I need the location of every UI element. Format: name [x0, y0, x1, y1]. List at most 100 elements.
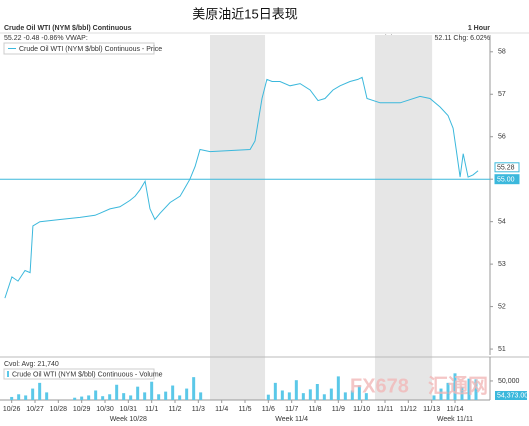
- x-tick-label: 11/12: [400, 406, 417, 413]
- week-label: Week 10/28: [110, 416, 147, 423]
- volume-bar: [301, 393, 305, 400]
- x-tick-label: 11/13: [423, 406, 440, 413]
- volume-bar: [80, 396, 84, 400]
- quote: 55.22 -0.48 -0.86% VWAP:: [4, 35, 88, 42]
- volume-bar: [17, 394, 21, 400]
- y-tick-label: 50,000: [498, 378, 520, 385]
- watermark: 汇通网: [428, 374, 488, 397]
- volume-bar: [273, 382, 277, 400]
- volume-bar: [308, 389, 312, 400]
- volume-bar: [294, 380, 298, 400]
- price-line: [4, 76, 479, 299]
- x-tick-label: 10/29: [73, 406, 91, 413]
- x-tick-label: 11/14: [447, 406, 464, 413]
- legend-box: [3, 42, 155, 55]
- y-tick-label: 51: [498, 346, 506, 353]
- volume-bar: [122, 393, 126, 400]
- x-tick-label: 10/26: [3, 406, 21, 413]
- volume-bar: [31, 388, 35, 400]
- x-tick-label: 10/31: [120, 406, 138, 413]
- price-label: 55.28: [497, 165, 515, 172]
- last-value-label: 54,373.00: [497, 392, 528, 399]
- weekend-shade: [210, 35, 266, 400]
- volume-bar: [280, 390, 284, 400]
- volume-bar: [192, 377, 196, 400]
- x-tick-label: 10/27: [26, 406, 44, 413]
- x-tick-label: 11/10: [353, 406, 370, 413]
- volume-bar: [164, 391, 168, 400]
- legend-label: Crude Oil WTI (NYM $/bbl) Continuous - V…: [12, 371, 163, 378]
- y-tick-label: 58: [498, 49, 506, 56]
- volume-bar: [38, 382, 42, 400]
- volume-bar: [171, 385, 175, 400]
- volume-bar: [343, 392, 347, 400]
- x-tick-label: 11/8: [308, 406, 321, 413]
- page-title: 美原油近15日表现: [192, 6, 297, 21]
- volume-bar: [157, 394, 161, 400]
- volume-bar: [143, 392, 147, 400]
- x-tick-label: 11/1: [145, 406, 158, 413]
- volume-bar: [24, 395, 28, 400]
- x-tick-label: 10/28: [50, 406, 68, 413]
- volume-bar: [329, 388, 333, 400]
- y-tick-label: 57: [498, 91, 506, 98]
- legend-label: Crude Oil WTI (NYM $/bbl) Continuous - P…: [19, 46, 162, 53]
- x-tick-label: 11/11: [377, 406, 394, 413]
- y-tick-label: 52: [498, 303, 506, 310]
- header-right: 1 Hour: [468, 25, 490, 32]
- header-left: Crude Oil WTI (NYM $/bbl) Continuous: [4, 25, 132, 32]
- x-tick-label: 11/3: [192, 406, 205, 413]
- volume-bar: [350, 390, 354, 400]
- watermark: FX678: [350, 375, 409, 397]
- x-tick-label: 11/5: [238, 406, 251, 413]
- x-tick-label: 11/6: [262, 406, 275, 413]
- volume-bar: [287, 392, 291, 400]
- volume-bar: [115, 384, 119, 400]
- volume-bar: [336, 376, 340, 400]
- volume-bar: [178, 395, 182, 400]
- weekend-shade: [374, 35, 433, 400]
- stats: High: 57.42 Low: 52.11 Chg: 6.02%: [380, 35, 490, 42]
- volume-bar: [315, 384, 319, 400]
- week-label: Week 11/4: [275, 416, 308, 423]
- x-tick-label: 10/30: [96, 406, 114, 413]
- volume-bar: [199, 392, 203, 400]
- volume-bar: [453, 373, 457, 400]
- volume-bar: [266, 394, 270, 400]
- x-tick-label: 11/2: [168, 406, 181, 413]
- volume-bar: [439, 388, 443, 400]
- y-tick-label: 54: [498, 219, 506, 226]
- volume-bar: [45, 392, 49, 400]
- volume-bar: [108, 394, 112, 400]
- volume-bar: [432, 395, 436, 400]
- volume-caption: Cvol: Avg: 21,740: [4, 361, 59, 368]
- volume-bar: [129, 395, 133, 400]
- x-tick-label: 11/7: [285, 406, 298, 413]
- volume-bar: [185, 388, 189, 400]
- legend-box: [3, 368, 155, 380]
- volume-bar: [150, 381, 154, 400]
- x-tick-label: 11/9: [332, 406, 345, 413]
- volume-bar: [101, 396, 105, 400]
- volume-bar: [73, 397, 77, 400]
- y-tick-label: 56: [498, 134, 506, 141]
- volume-bar: [87, 395, 91, 400]
- volume-bar: [322, 394, 326, 400]
- x-tick-label: 11/4: [215, 406, 228, 413]
- price-label-box: [494, 174, 520, 185]
- volume-bar: [10, 396, 14, 400]
- volume-bar: [357, 385, 361, 400]
- volume-bar: [467, 378, 471, 400]
- y-tick-label: 53: [498, 261, 506, 268]
- volume-bar: [136, 386, 140, 400]
- volume-bar: [364, 393, 368, 400]
- week-label: Week 11/11: [437, 416, 473, 423]
- volume-bar: [474, 379, 478, 400]
- volume-bar: [460, 386, 464, 400]
- volume-bar: [94, 390, 98, 400]
- volume-bar: [446, 382, 450, 400]
- price-label: 55.00: [497, 177, 515, 184]
- last-value-box: [495, 391, 527, 400]
- price-label-box: [494, 162, 520, 173]
